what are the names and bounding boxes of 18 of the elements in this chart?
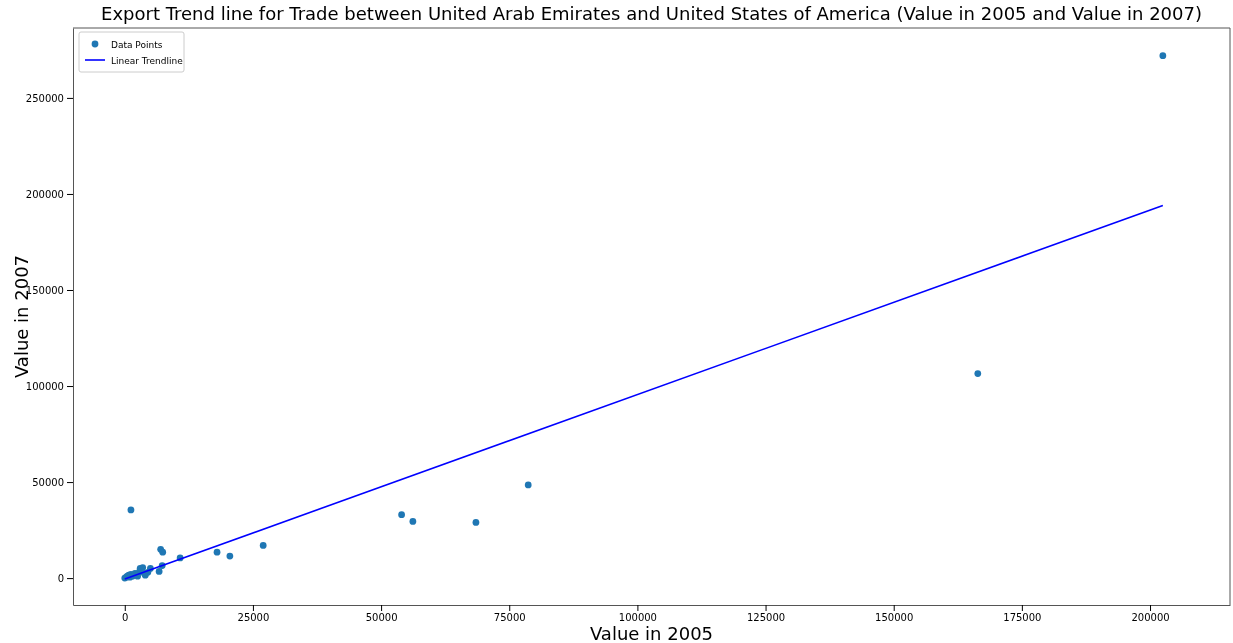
legend-label: Linear Trendline [111,55,184,66]
x-tick-label: 0 [122,612,129,624]
x-tick-label: 175000 [1003,612,1042,624]
x-tick-label: 125000 [746,612,786,624]
y-tick-label: 100000 [25,380,64,392]
x-axis-title: Value in 2005 [589,623,714,643]
x-tick-label: 100000 [618,612,657,624]
y-tick-label: 250000 [25,92,64,104]
y-tick-label: 200000 [25,188,64,200]
chart-title: Export Trend line for Trade between United Arab Emirates and United States of America (Value in 2005 and Value in 2007) [101,3,1202,24]
x-tick-label: 25000 [237,612,270,624]
x-tick-label: 50000 [365,612,398,624]
x-tick-label: 150000 [875,612,914,624]
y-tick-label: 50000 [32,476,64,488]
x-tick-label: 200000 [1131,612,1170,624]
x-tick-label: 75000 [493,612,526,624]
legend-label: Data Points [111,39,163,50]
y-tick-label: 0 [57,572,64,584]
